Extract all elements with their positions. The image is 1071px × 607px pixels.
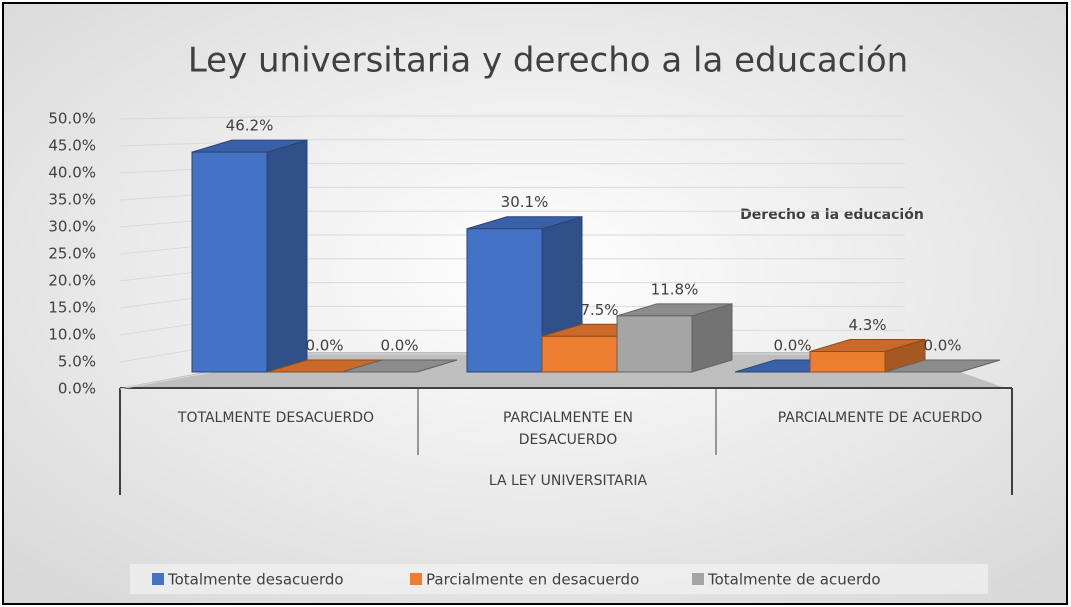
data-label: 0.0% <box>305 337 343 355</box>
bar-face <box>809 351 886 373</box>
annotation: Derecho a la educación <box>740 207 924 223</box>
legend-label: Totalmente desacuerdo <box>167 571 344 589</box>
bar-face <box>616 315 693 373</box>
bar <box>809 338 926 373</box>
x-axis-label: LA LEY UNIVERSITARIA <box>489 473 648 489</box>
data-label: 46.2% <box>226 117 274 135</box>
bar-face <box>884 359 1001 373</box>
bar <box>466 216 583 373</box>
data-label: 0.0% <box>773 337 811 355</box>
y-tick-label: 50.0% <box>48 110 96 128</box>
bar <box>884 359 1001 373</box>
y-tick-label: 10.0% <box>48 326 96 344</box>
grid-line <box>119 234 905 255</box>
legend-swatch <box>692 573 704 585</box>
y-tick-label: 0.0% <box>58 380 96 398</box>
legend-label: Totalmente de acuerdo <box>707 571 881 589</box>
data-label: 4.3% <box>848 316 886 334</box>
bar-face <box>466 228 543 373</box>
y-tick-label: 45.0% <box>48 137 96 155</box>
grid-line <box>119 139 905 147</box>
grid-line <box>119 115 905 120</box>
chart-title: Ley universitaria y derecho a la educaci… <box>188 41 908 81</box>
grid-line <box>119 186 905 201</box>
bar-face <box>341 359 458 373</box>
data-label: 11.8% <box>651 280 699 298</box>
bar <box>341 359 458 373</box>
data-label: 7.5% <box>580 301 618 319</box>
x-tick-label: PARCIALMENTE DE ACUERDO <box>778 410 982 426</box>
y-tick-label: 40.0% <box>48 164 96 182</box>
data-label: 0.0% <box>380 337 418 355</box>
bar <box>191 139 308 373</box>
y-tick-label: 25.0% <box>48 245 96 263</box>
legend-label: Parcialmente en desacuerdo <box>426 571 639 589</box>
bar-face <box>191 151 268 373</box>
y-tick-label: 20.0% <box>48 272 96 290</box>
legend-background <box>130 564 988 594</box>
bar-face <box>541 335 618 373</box>
bar <box>616 303 733 373</box>
bar-face <box>266 139 308 373</box>
legend-swatch <box>152 573 164 585</box>
x-tick-label: TOTALMENTE DESACUERDO <box>177 410 374 426</box>
x-tick-label: PARCIALMENTE EN DESACUERDO <box>503 410 633 448</box>
grid-line <box>119 210 905 228</box>
y-tick-label: 30.0% <box>48 218 96 236</box>
grid-line <box>119 163 905 174</box>
legend-swatch <box>410 573 422 585</box>
grid-line <box>119 258 905 282</box>
y-tick-label: 35.0% <box>48 191 96 209</box>
grid-line <box>119 282 905 309</box>
y-tick-label: 15.0% <box>48 299 96 317</box>
data-label: 0.0% <box>923 337 961 355</box>
data-label: 30.1% <box>501 193 549 211</box>
y-tick-label: 5.0% <box>58 353 96 371</box>
